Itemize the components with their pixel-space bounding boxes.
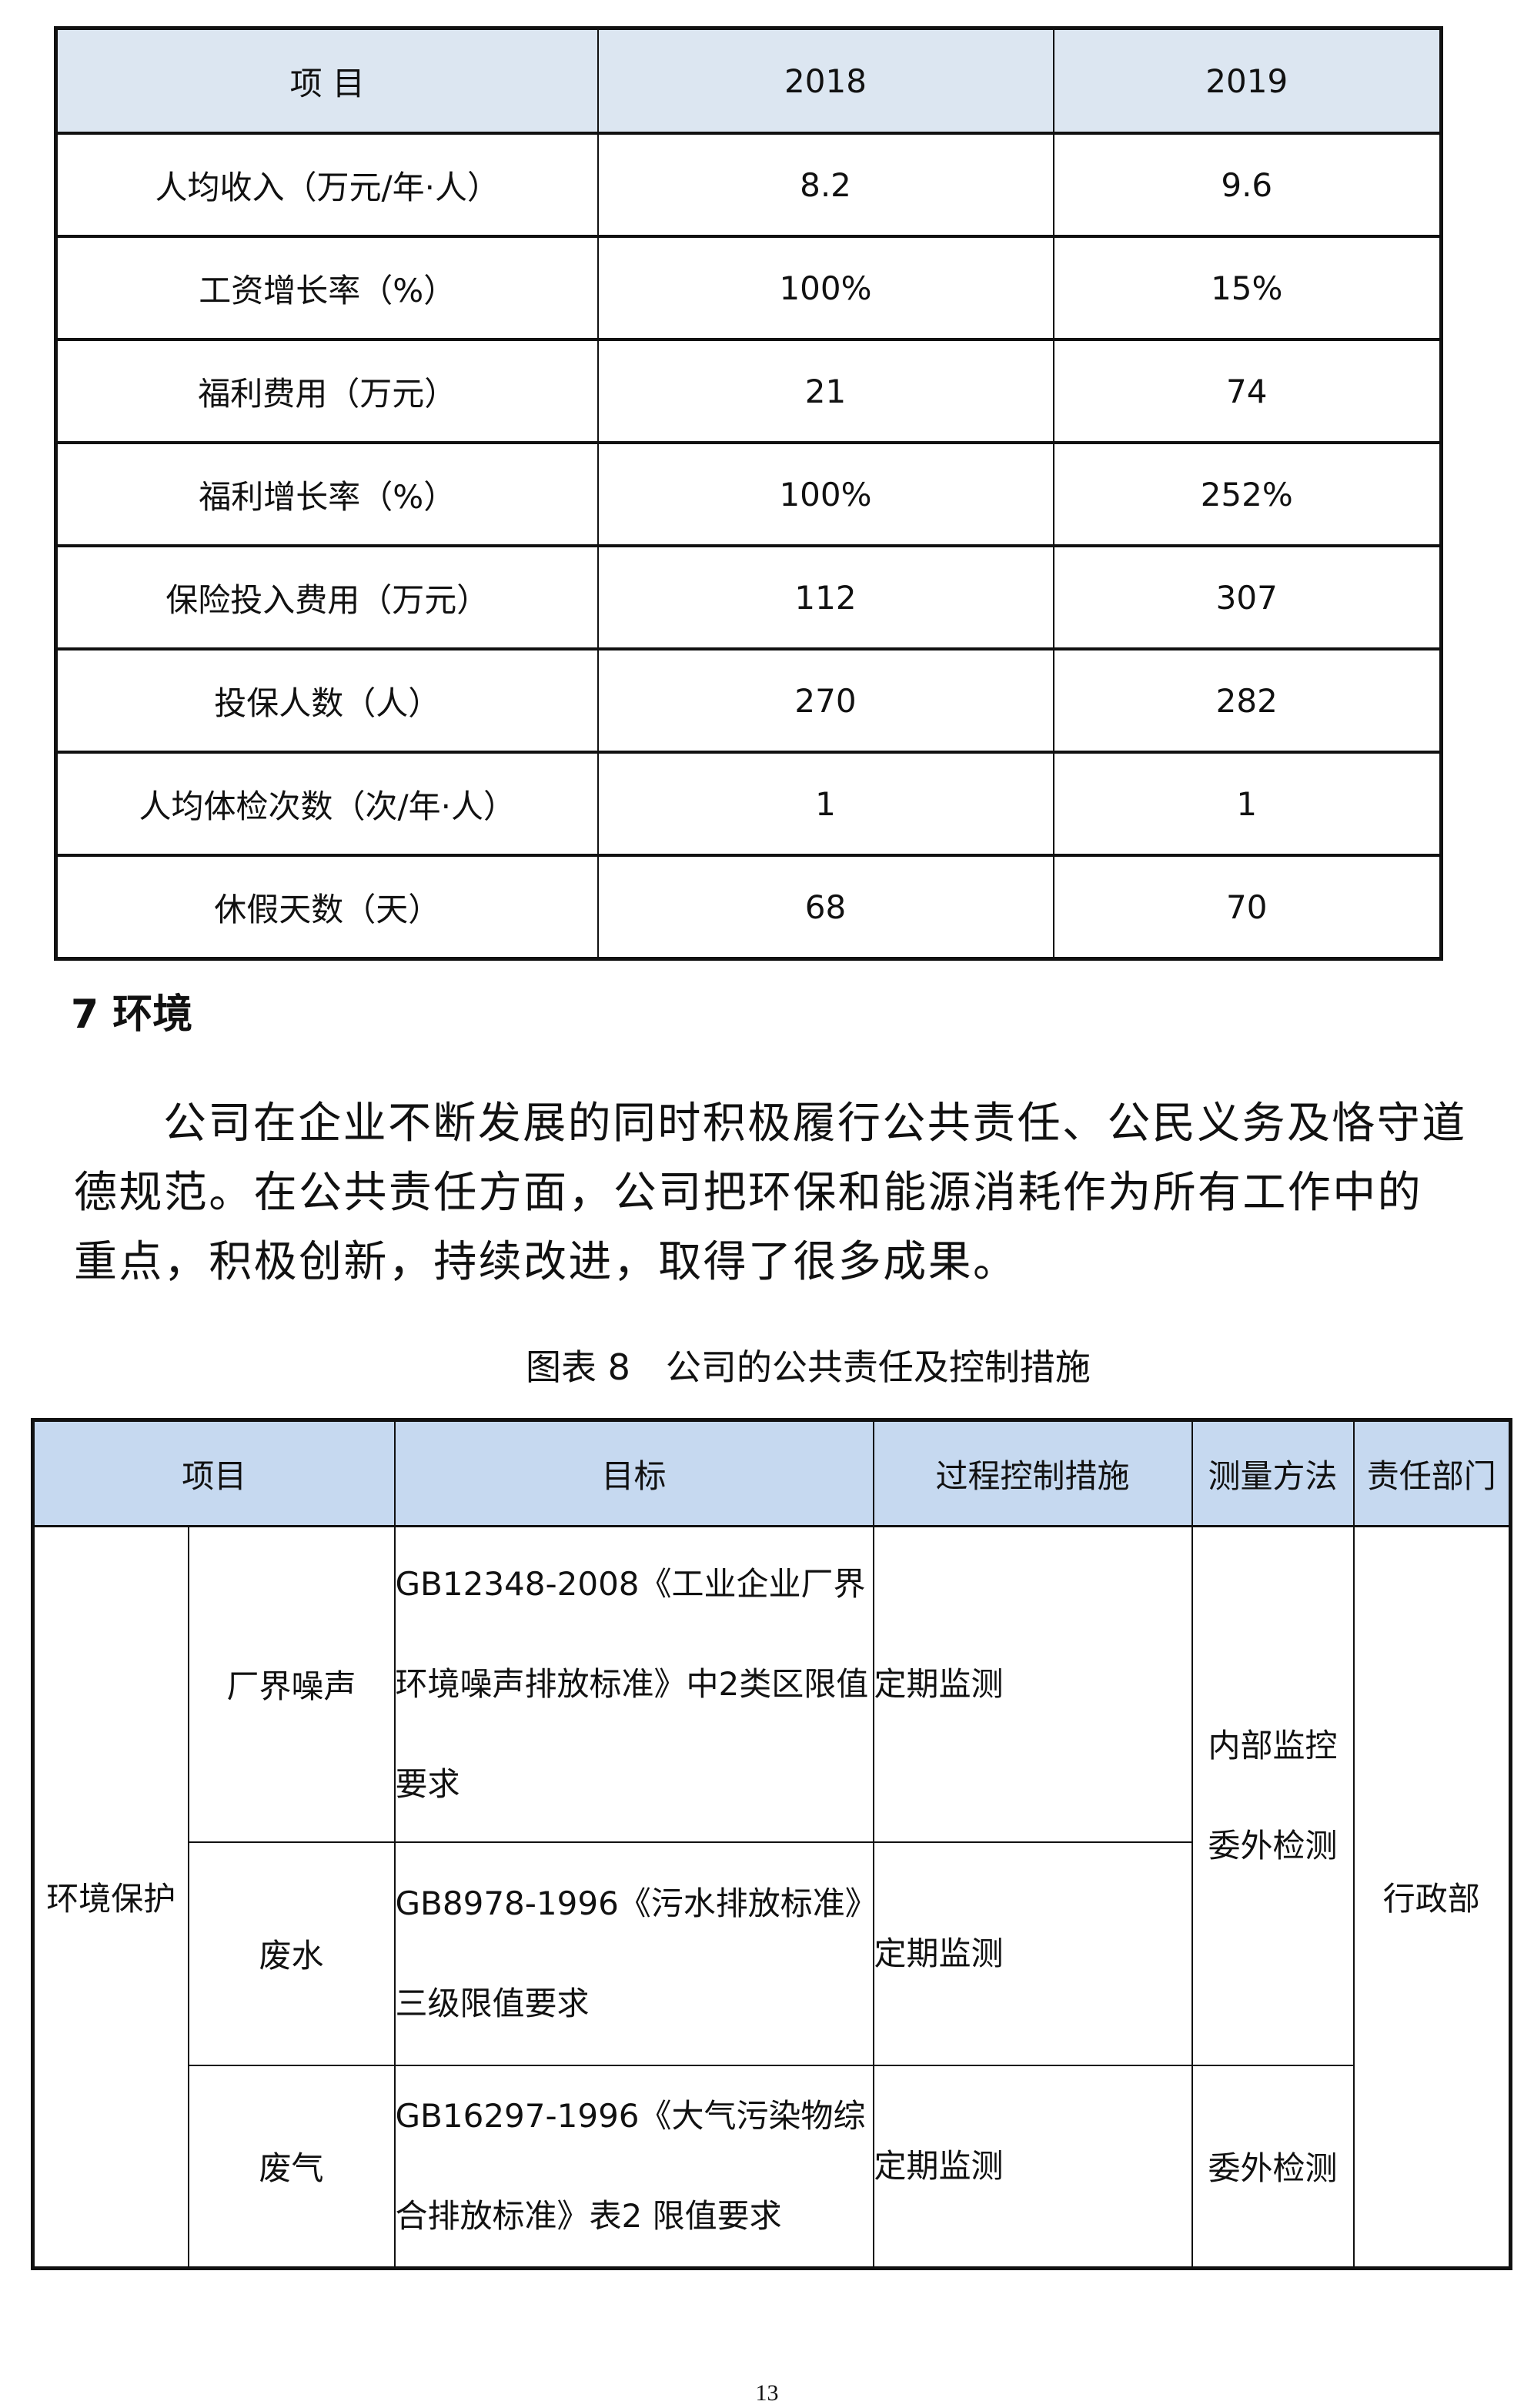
control-cell: 定期监测 [872,2064,1193,2269]
value-2018-cell: 1 [597,751,1054,857]
item-cell: 人均收入（万元/年·人） [55,132,599,238]
value-2018-cell: 100% [597,442,1054,547]
item-cell: 工资增长率（%） [55,236,599,341]
value-2019-cell: 70 [1052,855,1442,961]
category-cell: 环境保护 [32,1525,189,2269]
item-cell: 投保人数（人） [55,648,599,754]
item-cell: 保险投入费用（万元） [55,545,599,650]
header-target: 目标 [393,1419,874,1527]
value-2019-cell: 9.6 [1052,132,1442,238]
table-row: 废水 GB8978-1996《污水排放标准》三级限值要求 定期监测 [33,1841,1511,2066]
table-row: 人均收入（万元/年·人） 8.2 9.6 [55,132,1442,238]
table-caption: 图表 8 公司的公共责任及控制措施 [526,1346,1091,1388]
table-row: 投保人数（人） 270 282 [55,648,1442,754]
value-2019-cell: 307 [1052,545,1442,650]
item-cell: 福利增长率（%） [55,442,599,547]
header-control: 过程控制措施 [872,1419,1193,1527]
value-2018-cell: 8.2 [597,132,1054,238]
control-cell: 定期监测 [872,1841,1193,2066]
table-row: 休假天数（天） 68 70 [55,855,1442,961]
table-header-row: 项 目 2018 2019 [55,27,1442,135]
item-cell: 休假天数（天） [55,855,599,961]
target-cell: GB12348-2008《工业企业厂界环境噪声排放标准》中2类区限值要求 [393,1525,874,1843]
target-cell: GB16297-1996《大气污染物综合排放标准》表2 限值要求 [393,2064,874,2269]
body-paragraph: 公司在企业不断发展的同时积极履行公共责任、公民义务及恪守道德规范。在公共责任方面… [74,1099,1467,1287]
item-cell: 人均体检次数（次/年·人） [55,751,599,857]
page-number: 13 [755,2380,779,2406]
header-department: 责任部门 [1352,1419,1512,1527]
table-row: 福利增长率（%） 100% 252% [55,442,1442,547]
value-2019-cell: 74 [1052,339,1442,444]
item-cell: 厂界噪声 [187,1525,396,1843]
item-cell: 废气 [187,2064,396,2269]
value-2019-cell: 252% [1052,442,1442,547]
section-heading: 7 环境 [71,992,193,1038]
value-2019-cell: 1 [1052,751,1442,857]
header-item: 项目 [32,1419,396,1527]
table-row: 人均体检次数（次/年·人） 1 1 [55,751,1442,857]
header-item: 项 目 [55,27,599,135]
table-row: 保险投入费用（万元） 112 307 [55,545,1442,650]
value-2019-cell: 282 [1052,648,1442,754]
employee-benefits-table: 项 目 2018 2019 人均收入（万元/年·人） 8.2 9.6 工资增长率（%）… [54,26,1443,961]
header-2018: 2018 [597,27,1054,135]
public-responsibility-table: 项目 目标 过程控制措施 测量方法 责任部门 环境保护 厂界噪声 GB12348… [31,1418,1513,2270]
value-2018-cell: 68 [597,855,1054,961]
header-2019: 2019 [1052,27,1442,135]
item-cell: 福利费用（万元） [55,339,599,444]
method-cell: 委外检测 [1191,2064,1355,2269]
header-method: 测量方法 [1191,1419,1355,1527]
value-2019-cell: 15% [1052,236,1442,341]
table-row: 废气 GB16297-1996《大气污染物综合排放标准》表2 限值要求 定期监测… [33,2064,1511,2269]
table-row: 环境保护 厂界噪声 GB12348-2008《工业企业厂界环境噪声排放标准》中2… [32,1525,1512,2269]
table-row: 福利费用（万元） 21 74 [55,339,1442,444]
value-2018-cell: 270 [597,648,1054,754]
control-cell: 定期监测 [872,1525,1193,1843]
value-2018-cell: 100% [597,236,1054,341]
table-row: 工资增长率（%） 100% 15% [55,236,1442,341]
value-2018-cell: 112 [597,545,1054,650]
method-cell: 内部监控委外检测 [1191,1525,1355,2066]
item-cell: 废水 [187,1841,396,2066]
table-header-row: 项目 目标 过程控制措施 测量方法 责任部门 [32,1419,1512,1527]
department-cell: 行政部 [1352,1525,1512,2269]
target-cell: GB8978-1996《污水排放标准》三级限值要求 [393,1841,874,2066]
value-2018-cell: 21 [597,339,1054,444]
